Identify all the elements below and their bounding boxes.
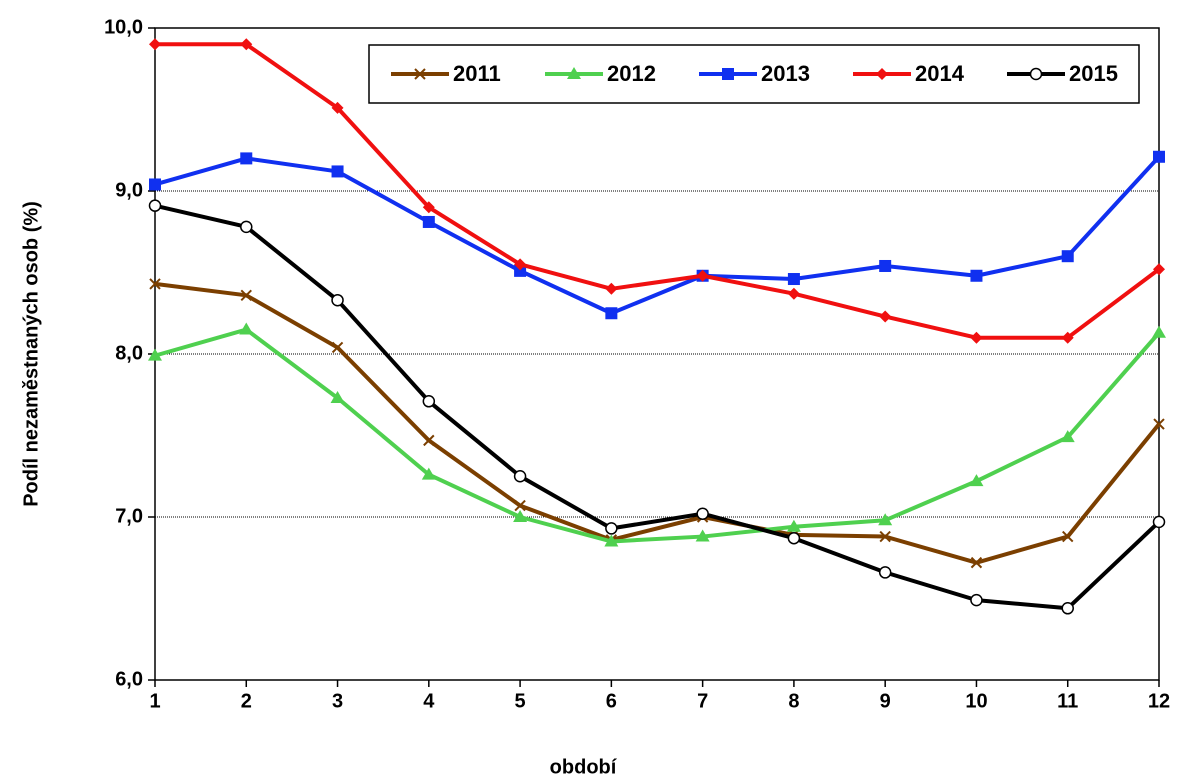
x-tick-label: 5 bbox=[515, 690, 526, 712]
data-point bbox=[970, 269, 983, 282]
data-point bbox=[605, 522, 618, 535]
data-point bbox=[786, 519, 801, 532]
data-point bbox=[1061, 602, 1074, 615]
data-point bbox=[1153, 150, 1165, 163]
x-tick-label: 10 bbox=[965, 690, 987, 712]
legend-label: 2015 bbox=[1069, 61, 1118, 86]
x-tick-label: 3 bbox=[332, 690, 343, 712]
data-point bbox=[1060, 430, 1075, 443]
data-point bbox=[149, 178, 161, 191]
data-point bbox=[1152, 515, 1166, 529]
data-point bbox=[240, 220, 253, 234]
data-point bbox=[604, 534, 619, 547]
data-point bbox=[605, 307, 618, 320]
series-line bbox=[154, 203, 1161, 611]
y-axis-label: Podíl nezaměstnaných osob (%) bbox=[20, 201, 42, 507]
data-point bbox=[239, 322, 254, 335]
data-point bbox=[422, 395, 436, 408]
data-point bbox=[514, 499, 526, 512]
data-point bbox=[879, 530, 891, 543]
x-axis-label: období bbox=[550, 756, 618, 778]
data-point bbox=[331, 165, 344, 178]
legend-marker bbox=[722, 68, 734, 80]
data-point bbox=[240, 38, 253, 51]
series-line bbox=[154, 155, 1161, 316]
x-tick-label: 7 bbox=[697, 690, 708, 712]
legend-marker bbox=[567, 67, 581, 79]
data-point bbox=[696, 507, 709, 520]
y-tick-label: 7,0 bbox=[115, 505, 143, 527]
legend-label: 2012 bbox=[607, 61, 656, 86]
data-point bbox=[969, 474, 984, 487]
data-point bbox=[970, 331, 983, 344]
data-point bbox=[513, 510, 528, 522]
data-point bbox=[423, 434, 435, 447]
x-tick-label: 8 bbox=[788, 690, 799, 712]
data-point bbox=[422, 215, 435, 228]
data-point bbox=[330, 391, 345, 404]
x-tick-label: 4 bbox=[423, 690, 435, 712]
legend-marker bbox=[1029, 67, 1043, 81]
x-tick-label: 6 bbox=[606, 690, 617, 712]
x-tick-label: 1 bbox=[149, 690, 160, 712]
data-point bbox=[331, 341, 344, 354]
series-line bbox=[154, 281, 1161, 565]
data-point bbox=[1153, 263, 1165, 276]
data-point bbox=[1153, 418, 1165, 430]
data-point bbox=[513, 470, 527, 483]
data-point bbox=[1152, 325, 1166, 338]
data-point bbox=[331, 293, 344, 307]
data-point bbox=[149, 38, 161, 51]
data-point bbox=[148, 348, 162, 361]
data-point bbox=[787, 287, 800, 300]
data-point bbox=[879, 310, 892, 323]
data-point bbox=[787, 273, 800, 286]
data-point bbox=[148, 199, 162, 212]
x-tick-label: 9 bbox=[880, 690, 891, 712]
x-tick-label: 12 bbox=[1148, 690, 1170, 712]
x-tick-label: 11 bbox=[1057, 690, 1078, 712]
legend-label: 2011 bbox=[453, 61, 501, 86]
data-point bbox=[695, 529, 710, 542]
data-point bbox=[787, 531, 801, 545]
legend-label: 2013 bbox=[761, 61, 810, 86]
data-point bbox=[422, 201, 435, 214]
legend-marker bbox=[876, 68, 888, 80]
y-tick-label: 8,0 bbox=[115, 342, 143, 364]
data-point bbox=[240, 289, 252, 302]
data-point bbox=[149, 278, 161, 290]
data-point bbox=[331, 101, 344, 114]
data-point bbox=[696, 269, 709, 282]
data-point bbox=[878, 513, 893, 526]
data-point bbox=[514, 264, 527, 277]
x-tick-label: 2 bbox=[241, 690, 252, 712]
data-point bbox=[970, 556, 983, 569]
data-point bbox=[1061, 331, 1074, 344]
legend-label: 2014 bbox=[915, 61, 965, 86]
data-point bbox=[421, 467, 436, 480]
data-point bbox=[878, 566, 892, 579]
data-point bbox=[1061, 250, 1074, 263]
y-tick-label: 6,0 bbox=[115, 668, 143, 690]
data-point bbox=[970, 593, 983, 607]
y-tick-label: 10,0 bbox=[104, 16, 143, 38]
series-line bbox=[154, 327, 1161, 544]
data-point bbox=[514, 258, 527, 271]
series-line bbox=[155, 42, 1161, 340]
data-point bbox=[605, 282, 618, 295]
data-point bbox=[879, 259, 892, 272]
legend-marker bbox=[414, 68, 426, 80]
data-point bbox=[240, 152, 253, 165]
y-tick-label: 9,0 bbox=[115, 179, 143, 201]
data-point bbox=[1062, 530, 1074, 543]
